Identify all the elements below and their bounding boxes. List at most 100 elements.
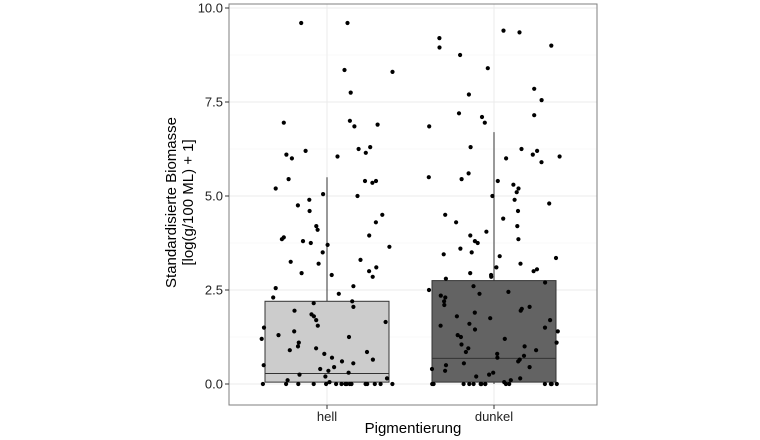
data-point bbox=[497, 254, 502, 259]
data-point bbox=[311, 301, 316, 306]
data-point bbox=[495, 178, 500, 184]
data-point bbox=[351, 284, 356, 289]
data-point bbox=[286, 177, 291, 182]
data-point bbox=[336, 291, 341, 296]
data-point bbox=[315, 227, 320, 232]
data-point bbox=[467, 381, 472, 387]
data-point bbox=[466, 92, 471, 97]
data-point bbox=[368, 145, 373, 150]
data-point bbox=[295, 344, 301, 349]
data-point bbox=[375, 122, 380, 127]
data-point bbox=[463, 349, 468, 355]
data-point bbox=[346, 334, 352, 340]
data-point bbox=[508, 378, 513, 383]
data-point bbox=[516, 237, 521, 242]
data-point bbox=[516, 186, 521, 191]
data-point bbox=[468, 271, 473, 276]
data-point bbox=[535, 148, 540, 153]
data-point bbox=[281, 120, 286, 125]
data-point bbox=[475, 240, 480, 246]
x-axis: hell dunkel bbox=[317, 405, 513, 424]
data-point bbox=[518, 376, 523, 381]
data-point bbox=[284, 152, 289, 157]
data-point bbox=[311, 381, 316, 387]
data-point bbox=[426, 287, 432, 293]
data-point bbox=[534, 267, 540, 272]
data-point bbox=[273, 286, 278, 291]
data-point bbox=[518, 308, 523, 313]
data-point bbox=[549, 381, 554, 387]
data-point bbox=[367, 233, 372, 238]
data-point bbox=[339, 359, 345, 364]
data-point bbox=[279, 237, 284, 242]
data-point bbox=[387, 244, 392, 249]
data-point bbox=[370, 274, 375, 279]
data-point bbox=[459, 177, 464, 182]
data-point bbox=[303, 148, 308, 153]
data-point bbox=[527, 304, 532, 309]
data-point bbox=[532, 113, 537, 118]
data-point bbox=[531, 269, 536, 274]
data-point bbox=[344, 381, 349, 387]
data-point bbox=[458, 246, 463, 251]
data-point bbox=[288, 259, 293, 264]
data-point bbox=[443, 368, 448, 373]
data-point bbox=[318, 366, 323, 372]
data-point bbox=[390, 381, 395, 387]
data-point bbox=[514, 190, 519, 195]
data-point bbox=[427, 124, 432, 129]
data-point bbox=[329, 272, 334, 278]
y-axis-title-line-2: [log(g/100 ML) + 1] bbox=[180, 139, 197, 265]
data-point bbox=[517, 30, 522, 35]
data-point bbox=[522, 344, 527, 349]
data-point bbox=[459, 342, 464, 347]
data-point bbox=[329, 355, 335, 360]
data-point bbox=[373, 178, 379, 184]
data-point bbox=[504, 156, 509, 161]
data-point bbox=[326, 368, 331, 373]
data-point bbox=[527, 365, 532, 370]
data-point bbox=[456, 111, 462, 116]
data-point bbox=[519, 146, 524, 152]
data-point bbox=[324, 381, 329, 387]
data-point bbox=[557, 154, 562, 159]
data-point bbox=[521, 353, 527, 358]
data-point bbox=[458, 334, 463, 340]
data-point bbox=[260, 381, 265, 387]
data-point bbox=[482, 120, 487, 125]
data-point bbox=[346, 370, 351, 375]
data-point bbox=[320, 250, 325, 255]
data-point bbox=[495, 355, 500, 360]
data-point bbox=[466, 346, 471, 351]
data-point bbox=[553, 255, 559, 261]
data-point bbox=[543, 280, 548, 285]
data-point bbox=[542, 381, 548, 387]
data-point bbox=[512, 197, 517, 202]
box-dunkel bbox=[431, 132, 557, 384]
data-point bbox=[261, 363, 266, 368]
data-point bbox=[485, 66, 490, 71]
data-point bbox=[468, 145, 473, 150]
data-point bbox=[477, 291, 482, 296]
data-point bbox=[547, 201, 552, 206]
data-point bbox=[372, 381, 377, 387]
data-point bbox=[443, 363, 449, 368]
data-point bbox=[373, 220, 378, 225]
data-point bbox=[471, 284, 476, 289]
data-point bbox=[474, 374, 479, 379]
box-iqr bbox=[431, 280, 557, 383]
data-point bbox=[356, 146, 361, 152]
data-point bbox=[516, 359, 521, 364]
data-point bbox=[314, 346, 319, 351]
data-point bbox=[501, 216, 506, 221]
data-point bbox=[273, 186, 278, 191]
data-point bbox=[437, 36, 442, 41]
y-tick-label: 10.0 bbox=[198, 1, 223, 16]
boxes bbox=[264, 132, 557, 384]
data-point bbox=[308, 240, 313, 246]
data-point bbox=[295, 203, 300, 208]
data-point bbox=[276, 333, 281, 338]
data-point bbox=[299, 271, 304, 276]
data-point bbox=[342, 67, 347, 73]
data-point bbox=[443, 212, 448, 217]
